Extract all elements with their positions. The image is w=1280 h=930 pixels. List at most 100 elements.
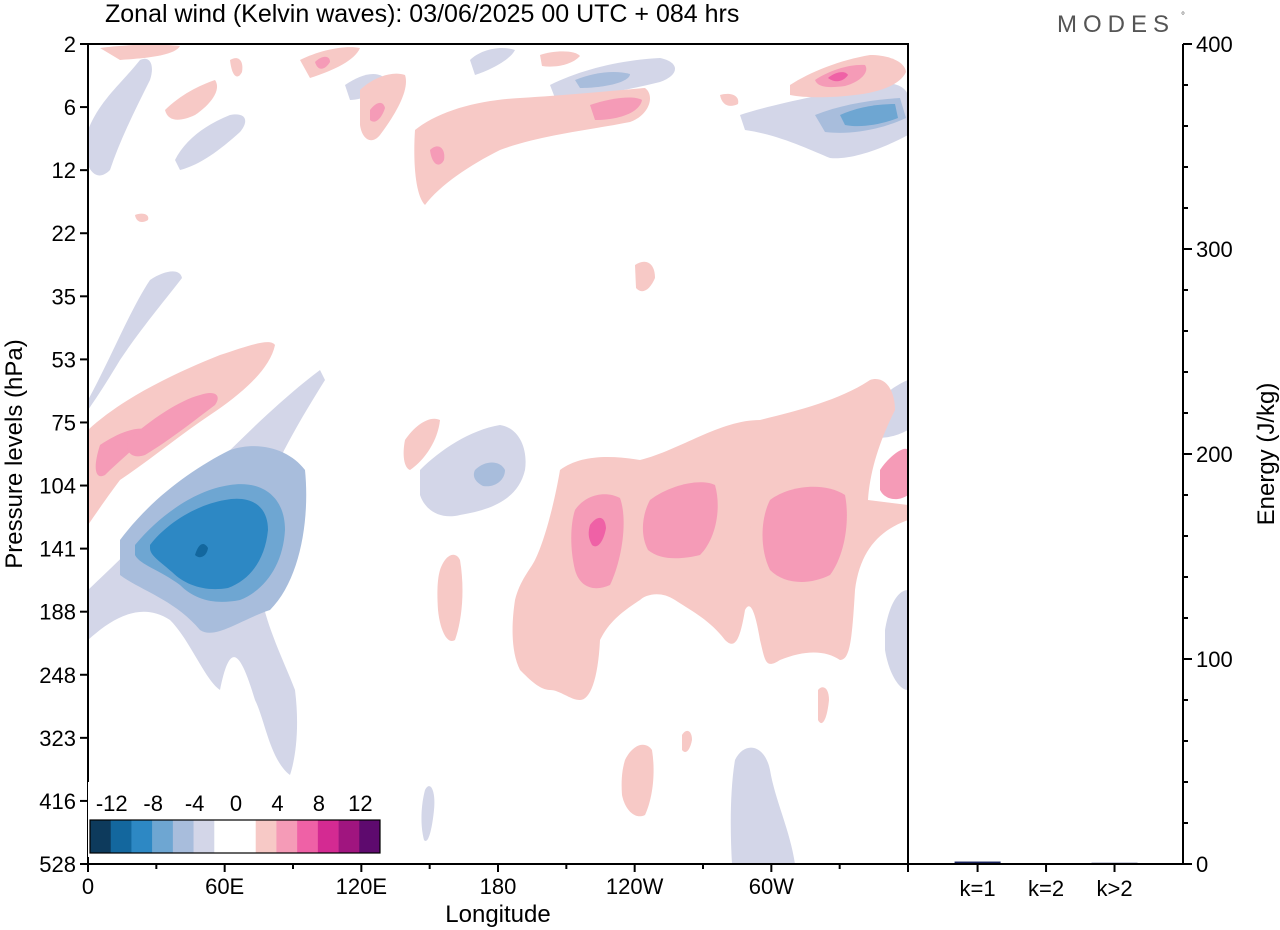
energy-tick-label: 400 — [1196, 32, 1233, 57]
contour-positive-3 — [127, 393, 218, 457]
contour-positive-30 — [682, 730, 692, 752]
modes-logo-text: MODES — [1057, 11, 1175, 38]
energy-bar-chart: 0 100 200 300 400 k=1 k=2 k>2 Energy (J/kg) — [907, 32, 1280, 901]
energy-tick-label: 100 — [1196, 647, 1233, 672]
contour-positive-5 — [590, 97, 642, 120]
colorbar-swatch — [276, 820, 298, 853]
chart-title: Zonal wind (Kelvin waves): 03/06/2025 00… — [105, 0, 739, 28]
colorbar-swatch — [90, 820, 112, 853]
contour-positive-4 — [414, 88, 650, 205]
contour-negative-8 — [175, 114, 246, 170]
colorbar-legend: -12 -8 -4 0 4 8 12 — [88, 782, 382, 857]
contour-negative-20 — [885, 590, 908, 690]
colorbar-swatch — [235, 820, 257, 853]
colorbar-label: 8 — [313, 791, 325, 816]
colorbar-label: -4 — [185, 791, 205, 816]
contour-negative-6 — [88, 271, 182, 410]
contour-positive-13 — [540, 51, 580, 67]
colorbar-swatch — [214, 820, 236, 853]
y-tick-label: 416 — [39, 789, 76, 814]
contour-negative-9 — [420, 425, 526, 517]
contour-negative-17 — [575, 72, 630, 88]
contour-negative-10 — [473, 462, 505, 487]
x-tick-label: 0 — [82, 874, 94, 899]
modes-logo-mark: ° — [1181, 11, 1185, 22]
y-tick-label: 75 — [52, 410, 76, 435]
contour-negative-15 — [840, 104, 898, 127]
colorbar-label: 0 — [230, 791, 242, 816]
y-tick-label: 22 — [52, 221, 76, 246]
y-tick-label: 35 — [52, 284, 76, 309]
energy-tick-label: 300 — [1196, 237, 1233, 262]
x-tick-label: 120W — [606, 874, 664, 899]
x-tick-label: 60E — [205, 874, 244, 899]
colorbar-label: 12 — [348, 791, 372, 816]
y-tick-label: 2 — [64, 32, 76, 57]
contour-positive-32 — [740, 508, 751, 554]
energy-tick-label: 200 — [1196, 442, 1233, 467]
contour-positive-6 — [430, 146, 445, 165]
colorbar-swatch — [338, 820, 360, 853]
contour-negative-12 — [421, 786, 435, 841]
x-axis-label: Longitude — [445, 901, 550, 928]
contour-positive-11 — [315, 56, 330, 69]
contour-positive-18 — [230, 58, 243, 77]
y-tick-label: 248 — [39, 663, 76, 688]
x-tick-label: 120E — [336, 874, 387, 899]
colorbar-swatch — [317, 820, 339, 853]
contour-positive-21 — [135, 213, 149, 223]
x-tick-label: 180 — [480, 874, 517, 899]
y-tick-label: 53 — [52, 347, 76, 372]
contour-positive-29 — [621, 744, 654, 817]
colorbar-swatch — [131, 820, 153, 853]
contour-negative-11 — [730, 747, 795, 864]
y-tick-label: 141 — [39, 537, 76, 562]
y-tick-label: 104 — [39, 474, 76, 499]
contour-positive-1 — [88, 342, 275, 525]
contour-negative-7 — [88, 58, 152, 176]
contour-positive-10 — [300, 47, 360, 78]
colorbar-swatch — [359, 820, 381, 853]
contour-positive-20 — [403, 418, 440, 470]
y-axis-label: Pressure levels (hPa) — [1, 339, 28, 568]
y-tick-label: 528 — [39, 852, 76, 877]
contour-positive-8 — [370, 102, 385, 122]
energy-background — [908, 44, 1183, 864]
y-tick-label: 6 — [64, 95, 76, 120]
colorbar-swatch — [255, 820, 277, 853]
pressure-axis: 2 6 12 22 35 53 75 104 141 188 248 323 416 528 — [39, 32, 88, 877]
colorbar-swatch — [297, 820, 319, 853]
contour-positive-26 — [762, 486, 847, 582]
colorbar-swatch — [152, 820, 174, 853]
contour-positive-19 — [635, 261, 655, 292]
contour-positive-25 — [642, 482, 718, 559]
contour-positive-31 — [818, 687, 829, 724]
y-tick-label: 188 — [39, 600, 76, 625]
colorbar-label: -12 — [96, 791, 128, 816]
contour-positive-17 — [828, 72, 848, 82]
colorbar-label: -8 — [143, 791, 163, 816]
contour-positive-28 — [437, 554, 463, 641]
colorbar-swatch — [172, 820, 194, 853]
contour-negative-4 — [150, 498, 268, 590]
x-tick-label: 60W — [749, 874, 794, 899]
wind-contours — [88, 44, 908, 864]
energy-tick-label: 0 — [1196, 852, 1208, 877]
colorbar-label: 4 — [271, 791, 283, 816]
hovmoller-heatmap: 2 6 12 22 35 53 75 104 141 188 248 323 416 528 0 60E 12… — [1, 32, 909, 928]
y-tick-label: 323 — [39, 726, 76, 751]
contour-positive-24 — [588, 517, 606, 547]
modes-logo: MODES ° — [1057, 11, 1185, 38]
y-tick-label: 12 — [52, 158, 76, 183]
energy-y-axis: 0 100 200 300 400 — [1183, 32, 1233, 877]
energy-axis-label: Energy (J/kg) — [1253, 383, 1280, 526]
colorbar-swatch — [193, 820, 215, 853]
contour-positive-9 — [165, 80, 218, 120]
colorbar-frame — [89, 819, 381, 854]
contour-negative-5 — [195, 544, 208, 558]
energy-x-axis: k=1 k=2 k>2 — [960, 864, 1133, 901]
energy-x-tick-label: k=1 — [960, 876, 996, 901]
contour-positive-14 — [720, 93, 739, 106]
longitude-axis: 0 60E 120E 180 120W 60W — [82, 864, 909, 899]
